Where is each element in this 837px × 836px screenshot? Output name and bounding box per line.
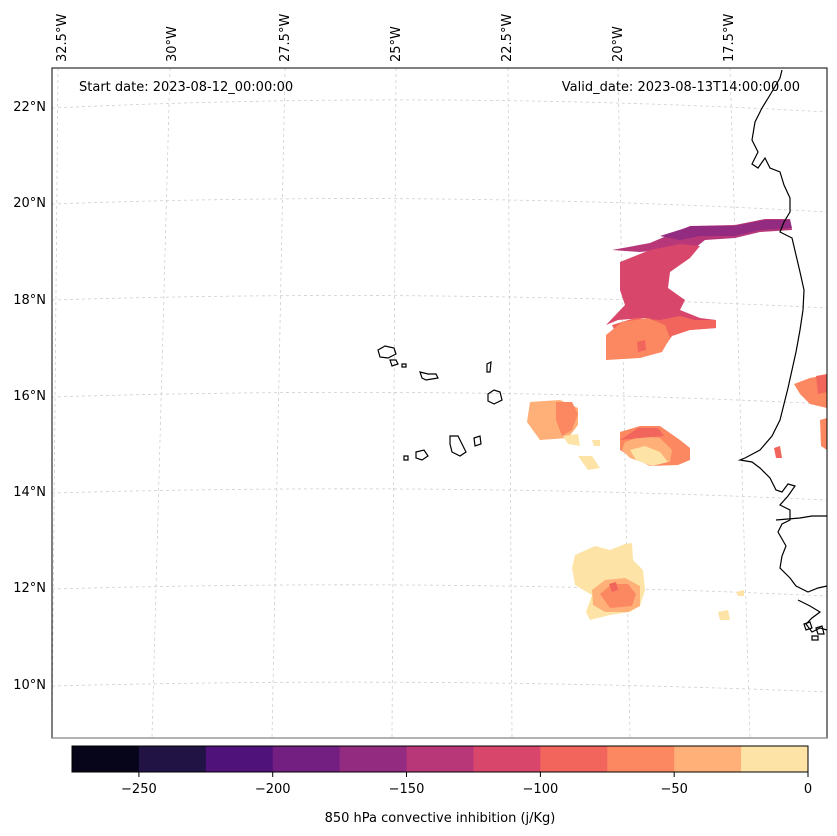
lon-label-20W: 20°W — [611, 26, 626, 62]
colorbar-swatch — [607, 746, 675, 772]
parallel-18N — [51, 295, 828, 309]
bijagos-islands — [803, 621, 825, 641]
meridian-20W — [617, 67, 631, 739]
africa-coastline — [737, 69, 828, 593]
lat-label-16N: 16°N — [13, 389, 46, 404]
meridian-17.5W — [729, 67, 751, 739]
colorbar-swatch — [138, 746, 207, 772]
colorbar-swatch — [406, 746, 474, 772]
parallel-22N — [51, 99, 828, 113]
cin-blob-west-inner — [556, 402, 578, 436]
latitude-labels: 22°N 20°N 18°N 16°N 14°N 12°N 10°N — [13, 100, 46, 693]
island-brava — [403, 455, 409, 461]
meridian-30W — [151, 67, 171, 739]
lon-label-27.5W: 27.5°W — [278, 14, 293, 62]
colorbar-swatch — [72, 746, 140, 772]
valid-date-label: Valid_date: 2023-08-13T14:00:00.00 — [562, 80, 800, 95]
guinea-bissau-coast — [797, 599, 828, 633]
start-date-label: Start date: 2023-08-12_00:00:00 — [79, 80, 293, 95]
lat-label-12N: 12°N — [13, 581, 46, 596]
cin-coast-patch-south — [820, 418, 827, 450]
colorbar-swatches — [72, 746, 809, 772]
meridian-25W — [391, 67, 397, 739]
cin-blob-south-bits — [718, 590, 744, 620]
parallel-20N — [51, 198, 828, 213]
map-border — [51, 67, 828, 739]
cin-coast-patch-north-inner — [816, 374, 827, 394]
lat-label-18N: 18°N — [13, 293, 46, 308]
island-maio — [473, 435, 482, 447]
colorbar-swatch — [205, 746, 274, 772]
colorbar: −250 −200 −150 −100 −50 0 850 hPa convec… — [71, 745, 812, 826]
colorbar-ticks — [138, 772, 809, 777]
island-sal — [486, 360, 492, 373]
gambia-coast — [775, 515, 827, 521]
cin-blob-south-spot — [609, 582, 618, 592]
parallel-10N — [51, 681, 828, 693]
lat-label-10N: 10°N — [13, 678, 46, 693]
coastlines — [377, 69, 828, 641]
colorbar-border — [71, 745, 809, 773]
parallel-12N — [51, 584, 828, 597]
island-santiago — [449, 435, 467, 457]
meridian-27.5W — [271, 67, 286, 739]
colorbar-swatch — [741, 746, 809, 772]
colorbar-tick-label: −200 — [255, 782, 291, 797]
island-sao-vicente — [389, 359, 399, 367]
graticule — [51, 67, 828, 739]
colorbar-swatch — [339, 746, 408, 772]
lat-label-22N: 22°N — [13, 100, 46, 115]
colorbar-tick-label: −150 — [389, 782, 425, 797]
cin-band-north-purple — [660, 220, 792, 240]
lon-label-17.5W: 17.5°W — [722, 14, 737, 62]
island-fogo — [415, 449, 429, 461]
cin-band-north-red — [606, 244, 716, 330]
cin-blob-east-core — [630, 446, 668, 466]
colorbar-swatch — [473, 746, 541, 772]
cin-blob-west-bits — [578, 440, 600, 470]
colorbar-title: 850 hPa convective inhibition (j/Kg) — [325, 811, 556, 826]
cin-band-north-peach — [606, 318, 670, 360]
parallel-16N — [51, 391, 828, 405]
lon-label-32.5W: 32.5°W — [55, 14, 70, 62]
parallel-14N — [51, 488, 828, 501]
colorbar-tick-label: −100 — [523, 782, 559, 797]
lon-label-25W: 25°W — [389, 26, 404, 62]
colorbar-swatch — [272, 746, 341, 772]
cin-band-north-spot — [637, 340, 646, 352]
meridian-32.5W — [51, 67, 59, 739]
colorbar-swatch — [674, 746, 742, 772]
colorbar-swatch — [540, 746, 608, 772]
island-boa-vista — [487, 389, 503, 405]
colorbar-tick-label: −50 — [660, 782, 687, 797]
meridian-22.5W — [507, 67, 513, 739]
cin-blob-south-core — [600, 584, 636, 608]
lat-label-14N: 14°N — [13, 485, 46, 500]
island-sao-nicolau — [419, 371, 439, 381]
longitude-labels: 32.5°W 30°W 27.5°W 25°W 22.5°W 20°W 17.5… — [55, 14, 737, 62]
lon-label-30W: 30°W — [165, 26, 180, 62]
colorbar-tick-label: −250 — [121, 782, 157, 797]
colorbar-tick-label: 0 — [804, 782, 812, 797]
cin-blob-west-tail — [563, 434, 580, 446]
cin-coast-patch-small — [774, 446, 782, 458]
island-santo-antao — [377, 345, 397, 359]
island-santa-luzia — [401, 363, 407, 368]
cin-contours — [527, 219, 827, 620]
lat-label-20N: 20°N — [13, 196, 46, 211]
cin-blob-east-top — [620, 428, 664, 440]
lon-label-22.5W: 22.5°W — [500, 14, 515, 62]
